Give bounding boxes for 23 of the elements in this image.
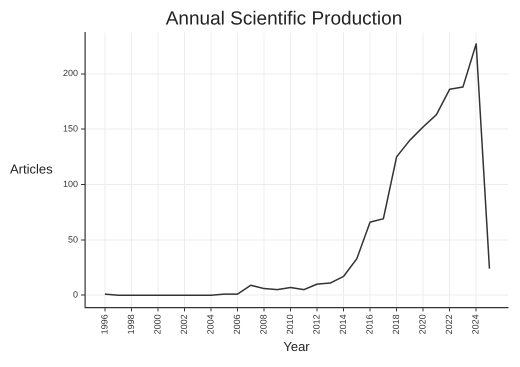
x-tick-label: 2008: [258, 314, 269, 334]
y-tick-label: 150: [62, 124, 78, 134]
x-tick-label: 1998: [126, 314, 136, 334]
y-tick-label: 100: [62, 178, 78, 189]
x-tick-label: 2020: [418, 314, 428, 334]
x-tick-label: 1996: [99, 314, 110, 334]
x-tick-label: 2012: [312, 314, 322, 334]
y-axis-title: Articles: [10, 162, 54, 177]
x-tick-label: 2024: [470, 314, 481, 334]
x-tick-label: 2004: [205, 314, 216, 334]
x-tick-label: 2018: [391, 314, 402, 334]
chart-title: Annual Scientific Production: [166, 8, 402, 30]
x-tick-label: 2002: [178, 314, 189, 334]
x-axis-title: Year: [283, 338, 310, 354]
x-tick-label: 2016: [364, 314, 375, 334]
x-tick-label: 2014: [338, 314, 348, 334]
y-tick-label: 200: [62, 68, 78, 78]
x-tick-label: 2000: [152, 314, 162, 334]
x-tick-label: 2010: [285, 314, 296, 334]
x-tick-label: 2022: [444, 314, 454, 334]
y-tick-label: 0: [73, 290, 78, 300]
y-tick-label: 50: [68, 234, 78, 244]
x-tick-label: 2006: [232, 314, 242, 334]
